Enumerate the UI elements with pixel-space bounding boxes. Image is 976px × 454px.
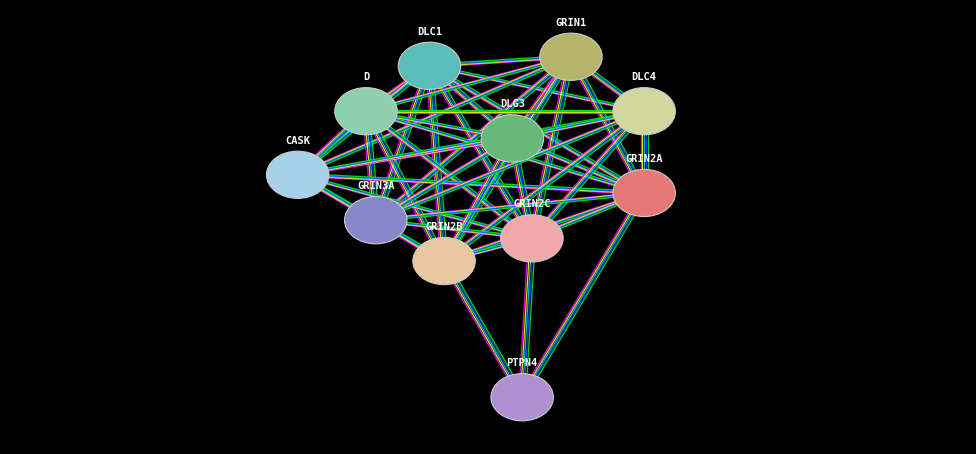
Text: DLC4: DLC4 (631, 72, 657, 82)
Ellipse shape (335, 88, 397, 135)
Text: GRIN2A: GRIN2A (626, 154, 663, 164)
Text: D: D (363, 72, 369, 82)
Text: DLC1: DLC1 (417, 27, 442, 37)
Ellipse shape (613, 88, 675, 135)
Text: GRIN2B: GRIN2B (426, 222, 463, 232)
Ellipse shape (501, 215, 563, 262)
Ellipse shape (266, 151, 329, 198)
Ellipse shape (345, 197, 407, 244)
Text: GRIN1: GRIN1 (555, 18, 587, 28)
Ellipse shape (613, 169, 675, 217)
Ellipse shape (540, 33, 602, 80)
Text: CASK: CASK (285, 136, 310, 146)
Text: GRIN2C: GRIN2C (513, 199, 550, 209)
Text: PTPN4: PTPN4 (507, 358, 538, 368)
Text: DLG3: DLG3 (500, 99, 525, 109)
Ellipse shape (481, 115, 544, 162)
Ellipse shape (491, 374, 553, 421)
Ellipse shape (413, 237, 475, 285)
Text: GRIN3A: GRIN3A (357, 181, 394, 191)
Ellipse shape (398, 42, 461, 89)
